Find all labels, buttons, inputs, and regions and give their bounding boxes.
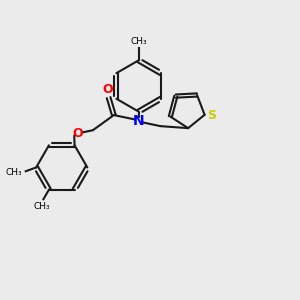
Text: CH₃: CH₃ <box>130 37 147 46</box>
Text: O: O <box>103 83 113 96</box>
Text: N: N <box>133 114 144 128</box>
Text: CH₃: CH₃ <box>33 202 50 211</box>
Text: CH₃: CH₃ <box>5 168 22 177</box>
Text: O: O <box>72 127 83 140</box>
Text: S: S <box>207 109 216 122</box>
